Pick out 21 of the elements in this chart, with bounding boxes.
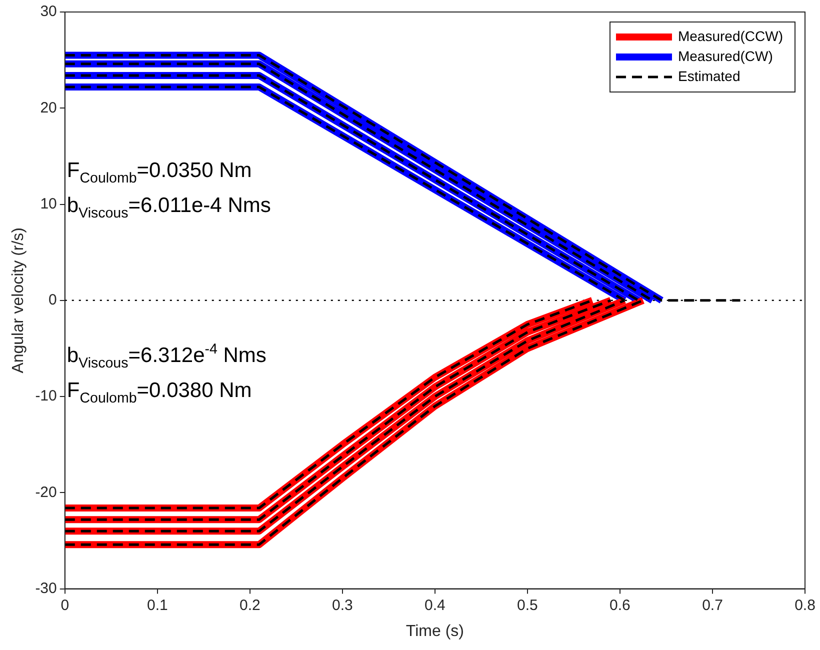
x-tick-label: 0.3 — [332, 596, 353, 614]
y-tick-label: -20 — [35, 484, 57, 501]
y-tick-label: -30 — [35, 580, 57, 597]
x-tick-label: 0.5 — [517, 596, 538, 614]
x-tick-label: 0.4 — [424, 596, 446, 614]
legend-label: Estimated — [678, 68, 740, 84]
x-tick-label: 0.2 — [239, 596, 260, 614]
y-tick-label: -10 — [35, 388, 57, 405]
y-tick-label: 10 — [40, 195, 57, 212]
legend-label: Measured(CW) — [678, 48, 773, 64]
y-tick-label: 0 — [48, 292, 57, 309]
y-tick-label: 30 — [40, 3, 57, 20]
x-tick-label: 0.8 — [794, 596, 816, 614]
y-axis-title: Angular velocity (r/s) — [10, 227, 28, 374]
x-tick-label: 0 — [60, 596, 70, 614]
legend-label: Measured(CCW) — [678, 28, 783, 44]
x-tick-label: 0.6 — [610, 596, 630, 614]
y-tick-label: 20 — [40, 99, 57, 116]
x-tick-label: 0.1 — [146, 596, 168, 614]
x-tick-label: 0.7 — [702, 596, 723, 614]
x-axis-title: Time (s) — [406, 622, 464, 640]
